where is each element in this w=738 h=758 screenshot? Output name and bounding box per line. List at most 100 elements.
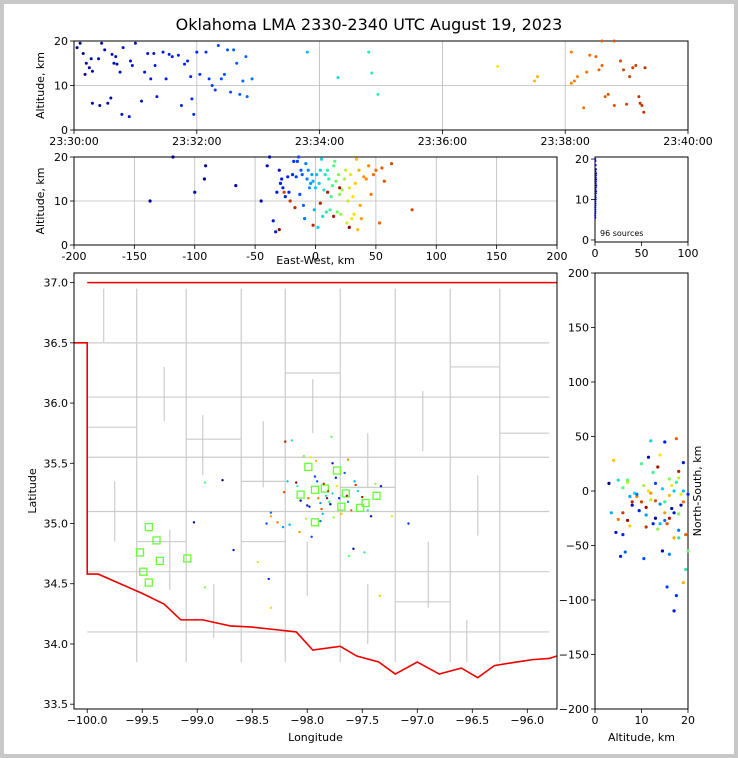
east-west-point [338,192,342,196]
time-height-point [75,46,79,50]
north-south-point [653,499,658,503]
east-west-point [309,181,313,185]
north-south-point [609,511,613,515]
east-west-point [321,214,325,218]
lma-station-marker [139,567,148,576]
east-west-point [301,203,306,207]
east-west-point [318,201,322,205]
source-point [299,499,302,502]
source-point [347,554,351,558]
east-west-point [316,225,320,229]
histogram-point [595,178,598,181]
time-height-point [128,59,132,63]
east-west-point [265,164,269,168]
histogram-point [595,172,598,175]
source-point [343,471,346,475]
east-west-point [311,223,315,227]
time-height-point [109,96,113,100]
north-south-point [607,481,611,485]
east-west-point [348,173,353,177]
y-tick-label: 36.0 [44,397,69,410]
source-point [256,560,259,564]
east-west-point [352,212,356,216]
time-height-point [179,104,183,108]
histogram-point [594,198,597,201]
time-height-point [130,63,134,67]
time-height-point [83,72,87,76]
time-height-point [186,59,190,63]
y-tick-label: 150 [568,322,589,335]
north-south-point [649,439,653,443]
north-south-point [677,528,681,532]
lma-station-marker [361,498,370,508]
x-tick-label: -100 [182,250,207,263]
east-west-point [202,177,207,181]
time-height-point [176,53,180,57]
time-height-point [569,50,573,54]
north-south-point [677,469,681,473]
north-south-point [651,522,655,526]
y-tick-label: 0 [582,485,589,498]
east-west-point [300,173,304,177]
east-west-point [382,179,386,183]
histogram-point [595,184,598,187]
east-west-point [323,173,327,177]
source-point [290,439,294,442]
axes-frame [594,272,689,710]
time-height-point [600,39,604,43]
north-south-point [653,481,658,485]
x-tick-label: 50 [369,250,383,263]
lma-station-marker [144,578,153,587]
source-point [369,515,373,518]
source-point [321,512,324,516]
x-tick-label: 100 [678,247,699,260]
east-west-point [288,199,292,203]
north-south-point [623,550,627,554]
time-height-point [612,104,616,108]
source-point [315,480,319,483]
source-point [192,521,196,524]
time-height-point [229,90,233,94]
time-height-point [155,95,159,99]
east-west-point [204,164,208,168]
time-height-point [213,88,217,92]
east-west-point [271,219,275,223]
x-tick-label: -200 [62,250,87,263]
north-south-point [651,470,655,475]
north-south-point [612,458,616,463]
y-axis-label: Latitude [26,468,39,514]
time-height-point [115,62,119,66]
north-south-point [672,536,676,540]
time-height-point [235,61,239,65]
lma-station-marker [337,502,346,511]
north-south-point [642,556,646,561]
north-south-point [658,453,662,457]
source-point [307,497,310,500]
north-south-point [674,437,678,441]
histogram-point [594,164,597,167]
time-height-point [597,68,601,72]
source-point [203,481,207,484]
east-west-point [306,168,310,172]
east-west-point [280,177,284,181]
source-point [319,519,322,523]
north-south-point [630,503,634,507]
east-west-point [294,175,298,179]
lma-station-marker [144,522,153,532]
time-height-point [89,57,93,61]
east-west-point [367,164,371,168]
north-south-point [628,524,632,528]
histogram-point [594,214,597,217]
east-west-point [317,181,321,185]
y-tick-label: 50 [575,431,589,444]
east-west-point [282,190,286,194]
north-south-point [656,465,660,469]
east-west-point [357,168,361,172]
x-tick-label: 23:36:00 [418,135,467,148]
x-tick-label: 100 [426,250,447,263]
y-tick-label: 33.5 [44,698,69,711]
source-point [269,511,273,514]
east-west-point [410,208,414,212]
histogram-point [594,192,597,195]
time-height-point [226,48,229,52]
